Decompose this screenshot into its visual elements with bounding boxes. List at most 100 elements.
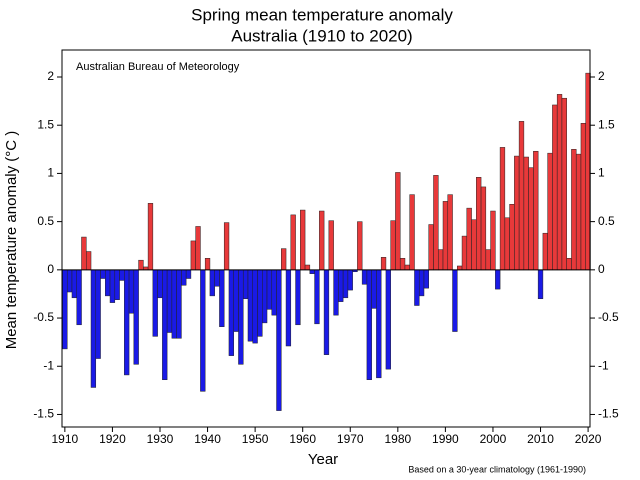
bar <box>404 264 410 271</box>
bar <box>119 269 125 281</box>
bar <box>347 269 353 291</box>
y-tick-label: 1 <box>47 166 54 180</box>
bar <box>575 153 582 271</box>
bar <box>376 269 382 379</box>
bar <box>556 94 563 271</box>
bar <box>447 194 453 271</box>
bar <box>95 269 101 359</box>
bar <box>262 269 268 324</box>
bar <box>181 269 187 286</box>
bar <box>385 269 391 370</box>
x-tick-label: 2010 <box>527 432 554 446</box>
bar <box>281 248 287 271</box>
bar <box>257 269 263 337</box>
bar <box>418 269 425 297</box>
bar <box>466 207 472 271</box>
bar <box>357 221 363 271</box>
annotation: Australian Bureau of Meteorology <box>76 61 240 73</box>
bar <box>480 186 487 271</box>
bar <box>86 251 92 271</box>
bar <box>233 269 239 332</box>
x-tick-label: 1980 <box>384 432 411 446</box>
bar <box>76 269 82 326</box>
bar <box>319 210 325 271</box>
bar <box>309 269 315 274</box>
bar <box>504 217 510 271</box>
bar <box>528 167 534 271</box>
bar <box>228 269 234 356</box>
bar <box>238 269 244 365</box>
bar <box>204 258 211 271</box>
bar <box>62 269 68 350</box>
y-axis-label: Mean temperature anomaly (°C ) <box>3 131 20 350</box>
bar <box>547 152 553 271</box>
bar <box>323 269 330 355</box>
y-tick-label: -0.5 <box>33 310 54 324</box>
bar <box>537 269 544 300</box>
bar <box>300 209 306 271</box>
y2-tick-label: 0.5 <box>598 214 615 228</box>
bar <box>105 269 111 297</box>
bar <box>542 232 548 271</box>
bar <box>171 269 177 339</box>
bar <box>485 249 491 271</box>
bar <box>185 269 192 279</box>
bar <box>399 258 406 271</box>
bar <box>438 249 444 271</box>
bar <box>90 269 97 388</box>
bar <box>195 226 201 271</box>
x-tick-label: 1940 <box>194 432 221 446</box>
bar <box>133 269 139 365</box>
y-tick-label: 0.5 <box>37 214 54 228</box>
x-tick-label: 2000 <box>480 432 507 446</box>
bar <box>304 264 311 271</box>
bar <box>328 220 334 271</box>
bar <box>333 269 339 316</box>
bar <box>338 269 344 302</box>
bar <box>452 269 458 332</box>
x-tick-label: 2020 <box>575 432 602 446</box>
bar <box>552 104 558 271</box>
bar <box>442 201 449 271</box>
y2-tick-label: -1.5 <box>598 407 619 421</box>
bar <box>580 123 586 271</box>
bar <box>295 269 301 326</box>
bar <box>366 269 372 381</box>
bar <box>361 269 368 285</box>
bar <box>561 97 567 271</box>
bar <box>176 269 182 339</box>
bar <box>162 269 168 381</box>
bar <box>533 150 539 271</box>
bar <box>390 220 396 271</box>
bar <box>157 269 163 299</box>
bar <box>266 269 273 310</box>
bar <box>124 269 130 376</box>
bar <box>423 269 429 289</box>
bar <box>209 269 215 297</box>
bar <box>166 269 173 333</box>
y2-tick-label: 0 <box>598 262 605 276</box>
bar <box>395 172 401 271</box>
bar <box>252 269 258 344</box>
bar <box>214 269 220 287</box>
y2-tick-label: -1 <box>598 358 609 372</box>
bar <box>114 269 120 300</box>
x-tick-label: 1910 <box>52 432 79 446</box>
bar <box>100 269 106 279</box>
bar <box>223 222 230 271</box>
bar <box>471 219 477 271</box>
footnote: Based on a 30-year climatology (1961-199… <box>408 464 586 474</box>
bar <box>380 257 387 271</box>
bar <box>371 269 377 309</box>
bar <box>409 194 415 271</box>
x-tick-label: 1920 <box>99 432 126 446</box>
bar <box>81 236 87 271</box>
y-tick-label: 2 <box>47 69 54 83</box>
bar <box>499 147 506 271</box>
bar <box>271 269 277 316</box>
y2-tick-label: 2 <box>598 69 605 83</box>
x-tick-label: 1930 <box>147 432 174 446</box>
bar <box>509 204 515 271</box>
bar <box>219 269 225 327</box>
